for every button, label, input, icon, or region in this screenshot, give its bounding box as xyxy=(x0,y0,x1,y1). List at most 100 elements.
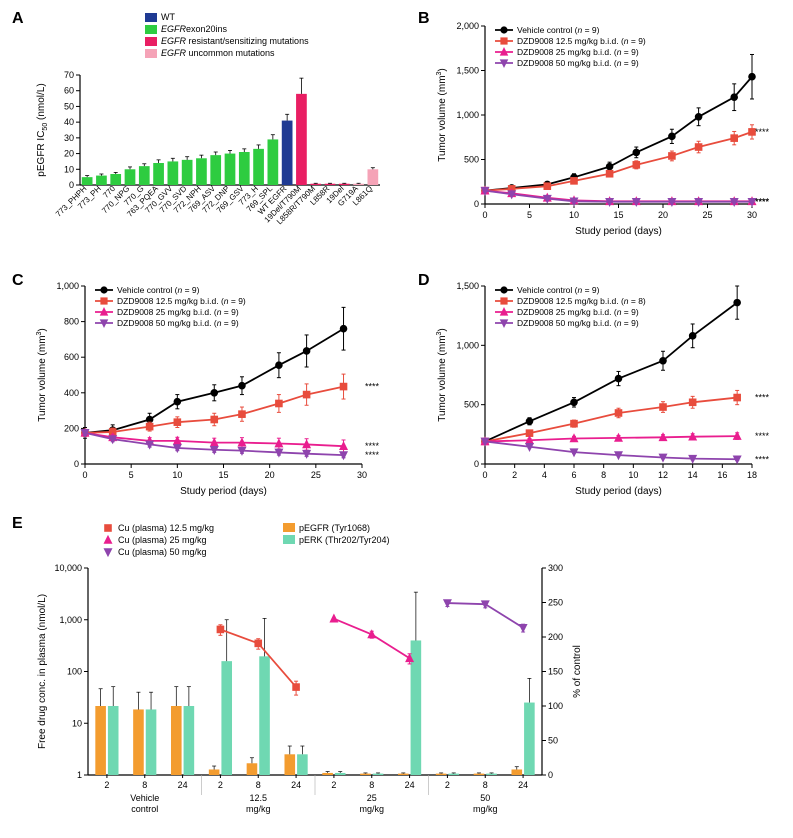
panel-d: 05001,0001,500024681012141618Study perio… xyxy=(430,276,780,496)
svg-text:8: 8 xyxy=(256,780,261,790)
svg-text:8: 8 xyxy=(369,780,374,790)
svg-text:2: 2 xyxy=(104,780,109,790)
svg-text:8: 8 xyxy=(142,780,147,790)
svg-text:0: 0 xyxy=(482,470,487,480)
svg-text:50: 50 xyxy=(64,101,74,111)
svg-text:30: 30 xyxy=(357,470,367,480)
svg-text:10: 10 xyxy=(172,470,182,480)
svg-text:25: 25 xyxy=(311,470,321,480)
svg-text:Vehicle control (n = 9): Vehicle control (n = 9) xyxy=(117,285,200,295)
svg-text:24: 24 xyxy=(291,780,301,790)
svg-text:6: 6 xyxy=(571,470,576,480)
svg-text:5: 5 xyxy=(527,210,532,220)
svg-text:12: 12 xyxy=(658,470,668,480)
svg-text:DZD9008 50 mg/kg b.i.d. (n = 9: DZD9008 50 mg/kg b.i.d. (n = 9) xyxy=(117,318,239,328)
svg-text:Study period (days): Study period (days) xyxy=(180,486,267,497)
svg-text:0: 0 xyxy=(82,470,87,480)
svg-text:2: 2 xyxy=(445,780,450,790)
svg-text:mg/kg: mg/kg xyxy=(359,804,384,814)
svg-text:14: 14 xyxy=(688,470,698,480)
panel-a-label: A xyxy=(12,10,24,28)
svg-text:8: 8 xyxy=(601,470,606,480)
svg-text:10: 10 xyxy=(64,164,74,174)
svg-text:300: 300 xyxy=(548,563,563,573)
svg-text:2,000: 2,000 xyxy=(456,21,479,31)
svg-text:Tumor volume (mm3): Tumor volume (mm3) xyxy=(436,328,448,422)
panel-c-chart: 02004006008001,000051015202530Study peri… xyxy=(30,276,390,496)
svg-text:Cu (plasma) 12.5 mg/kg: Cu (plasma) 12.5 mg/kg xyxy=(118,523,214,533)
svg-text:50: 50 xyxy=(548,736,558,746)
svg-text:1: 1 xyxy=(77,770,82,780)
svg-text:18: 18 xyxy=(747,470,757,480)
svg-text:16: 16 xyxy=(717,470,727,480)
panel-d-label: D xyxy=(418,272,430,290)
svg-text:DZD9008 50 mg/kg b.i.d. (n = 9: DZD9008 50 mg/kg b.i.d. (n = 9) xyxy=(517,58,639,68)
svg-text:500: 500 xyxy=(464,400,479,410)
svg-text:10,000: 10,000 xyxy=(54,563,82,573)
svg-text:1,000: 1,000 xyxy=(456,110,479,120)
svg-text:DZD9008 25 mg/kg b.i.d. (n = 9: DZD9008 25 mg/kg b.i.d. (n = 9) xyxy=(117,307,239,317)
panel-e-label: E xyxy=(12,515,23,533)
svg-text:% of control: % of control xyxy=(572,645,583,698)
svg-text:mg/kg: mg/kg xyxy=(246,804,271,814)
panel-b-label: B xyxy=(418,10,430,28)
svg-text:20: 20 xyxy=(265,470,275,480)
svg-text:Study period (days): Study period (days) xyxy=(575,226,662,237)
svg-text:DZD9008 50 mg/kg b.i.d. (n = 9: DZD9008 50 mg/kg b.i.d. (n = 9) xyxy=(517,318,639,328)
panel-e: 1101001,00010,000050100150200250300Free … xyxy=(30,520,590,820)
panel-a: 010203040506070pEGFR IC50 (nmol/L)773_PH… xyxy=(30,15,390,255)
svg-text:400: 400 xyxy=(64,388,79,398)
svg-text:2: 2 xyxy=(218,780,223,790)
svg-text:0: 0 xyxy=(69,180,74,190)
svg-text:25: 25 xyxy=(702,210,712,220)
svg-text:Free drug conc. in plasma (nmo: Free drug conc. in plasma (nmol/L) xyxy=(37,594,48,749)
svg-text:Vehicle control (n = 9): Vehicle control (n = 9) xyxy=(517,285,600,295)
svg-text:****: **** xyxy=(755,454,770,464)
svg-text:pEGFR (Tyr1068): pEGFR (Tyr1068) xyxy=(299,523,370,533)
svg-text:500: 500 xyxy=(464,155,479,165)
svg-text:800: 800 xyxy=(64,317,79,327)
svg-text:****: **** xyxy=(755,127,770,137)
svg-text:150: 150 xyxy=(548,667,563,677)
svg-text:Tumor volume (mm3): Tumor volume (mm3) xyxy=(436,68,448,162)
svg-text:250: 250 xyxy=(548,598,563,608)
panel-c-label: C xyxy=(12,272,24,290)
svg-text:1,500: 1,500 xyxy=(456,281,479,291)
svg-text:2: 2 xyxy=(512,470,517,480)
panel-a-legend: WTEGFRexon20insEGFR resistant/sensitizin… xyxy=(145,12,309,60)
svg-text:2: 2 xyxy=(331,780,336,790)
svg-text:10: 10 xyxy=(628,470,638,480)
svg-text:5: 5 xyxy=(129,470,134,480)
svg-text:0: 0 xyxy=(474,199,479,209)
svg-text:100: 100 xyxy=(548,701,563,711)
svg-text:0: 0 xyxy=(482,210,487,220)
svg-text:DZD9008 25 mg/kg b.i.d. (n = 9: DZD9008 25 mg/kg b.i.d. (n = 9) xyxy=(517,47,639,57)
svg-text:1,000: 1,000 xyxy=(59,615,82,625)
svg-text:****: **** xyxy=(755,431,770,441)
panel-e-chart: 1101001,00010,000050100150200250300Free … xyxy=(30,520,590,820)
svg-text:30: 30 xyxy=(747,210,757,220)
svg-text:200: 200 xyxy=(548,632,563,642)
svg-text:600: 600 xyxy=(64,352,79,362)
svg-text:Tumor volume (mm3): Tumor volume (mm3) xyxy=(36,328,48,422)
svg-text:0: 0 xyxy=(74,459,79,469)
svg-text:Cu (plasma) 25 mg/kg: Cu (plasma) 25 mg/kg xyxy=(118,535,207,545)
svg-text:10: 10 xyxy=(569,210,579,220)
svg-text:Vehicle: Vehicle xyxy=(130,793,159,803)
svg-text:control: control xyxy=(131,804,158,814)
svg-text:10: 10 xyxy=(72,718,82,728)
svg-text:12.5: 12.5 xyxy=(249,793,267,803)
panel-b-chart: 05001,0001,5002,000051015202530Study per… xyxy=(430,16,780,236)
svg-text:20: 20 xyxy=(658,210,668,220)
svg-text:Vehicle control (n = 9): Vehicle control (n = 9) xyxy=(517,25,600,35)
svg-text:DZD9008 12.5 mg/kg b.i.d. (n =: DZD9008 12.5 mg/kg b.i.d. (n = 8) xyxy=(517,296,646,306)
svg-text:DZD9008 25 mg/kg b.i.d. (n = 9: DZD9008 25 mg/kg b.i.d. (n = 9) xyxy=(517,307,639,317)
svg-text:50: 50 xyxy=(480,793,490,803)
svg-text:24: 24 xyxy=(178,780,188,790)
svg-text:1,000: 1,000 xyxy=(456,340,479,350)
svg-text:DZD9008 12.5 mg/kg b.i.d. (n =: DZD9008 12.5 mg/kg b.i.d. (n = 9) xyxy=(117,296,246,306)
svg-text:20: 20 xyxy=(64,149,74,159)
svg-text:30: 30 xyxy=(64,133,74,143)
svg-text:60: 60 xyxy=(64,86,74,96)
panel-d-chart: 05001,0001,500024681012141618Study perio… xyxy=(430,276,780,496)
